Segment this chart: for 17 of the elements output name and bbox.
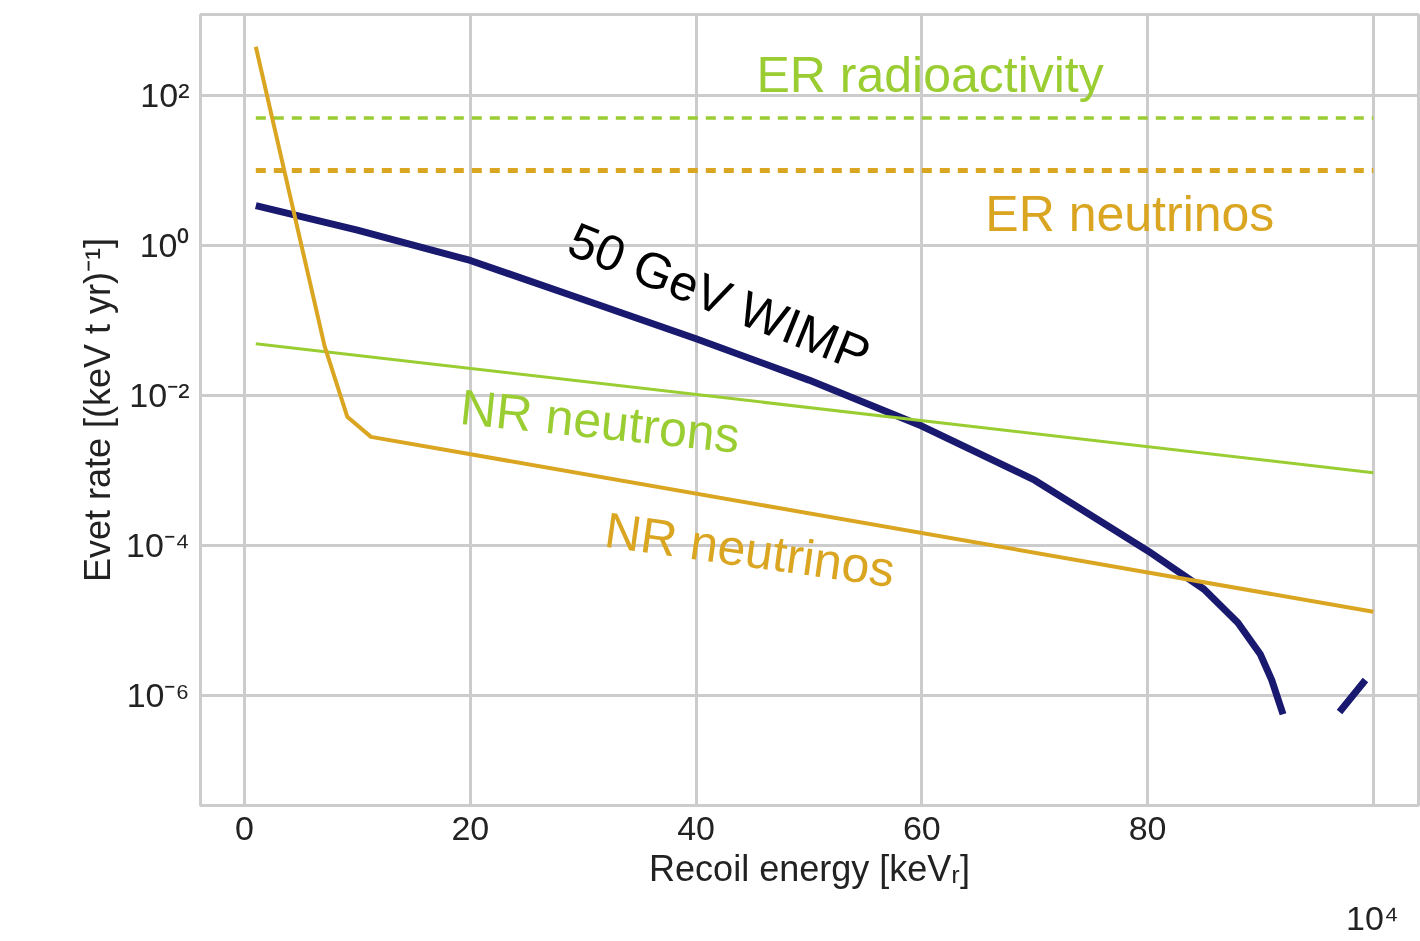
series-label: ER neutrinos	[985, 186, 1275, 243]
text: NR neutrinos	[601, 501, 899, 599]
y-tick-label: 10²	[140, 76, 190, 115]
series-label: ER radioactivity	[756, 47, 1104, 104]
x-tick-label: 20	[451, 808, 490, 847]
y-axis-title: Evet rate [(keV t yr)⁻¹]	[77, 237, 119, 583]
x-tick-label: 0	[235, 808, 254, 847]
x-tick-label: 60	[902, 808, 941, 847]
y-tick-label: 10⁻⁶	[126, 676, 190, 715]
y-tick-label: 10⁰	[139, 226, 190, 265]
x-axis-title: Recoil energy [keVᵣ]	[649, 847, 970, 889]
y-tick-label: 10⁻²	[129, 376, 190, 415]
line-series	[253, 44, 1376, 614]
x-tick-label: 40	[677, 808, 715, 847]
text: 10⁴	[1346, 898, 1399, 937]
x-tick-label: 80	[1128, 808, 1167, 847]
y-tick-label: 10⁻⁴	[126, 526, 190, 565]
